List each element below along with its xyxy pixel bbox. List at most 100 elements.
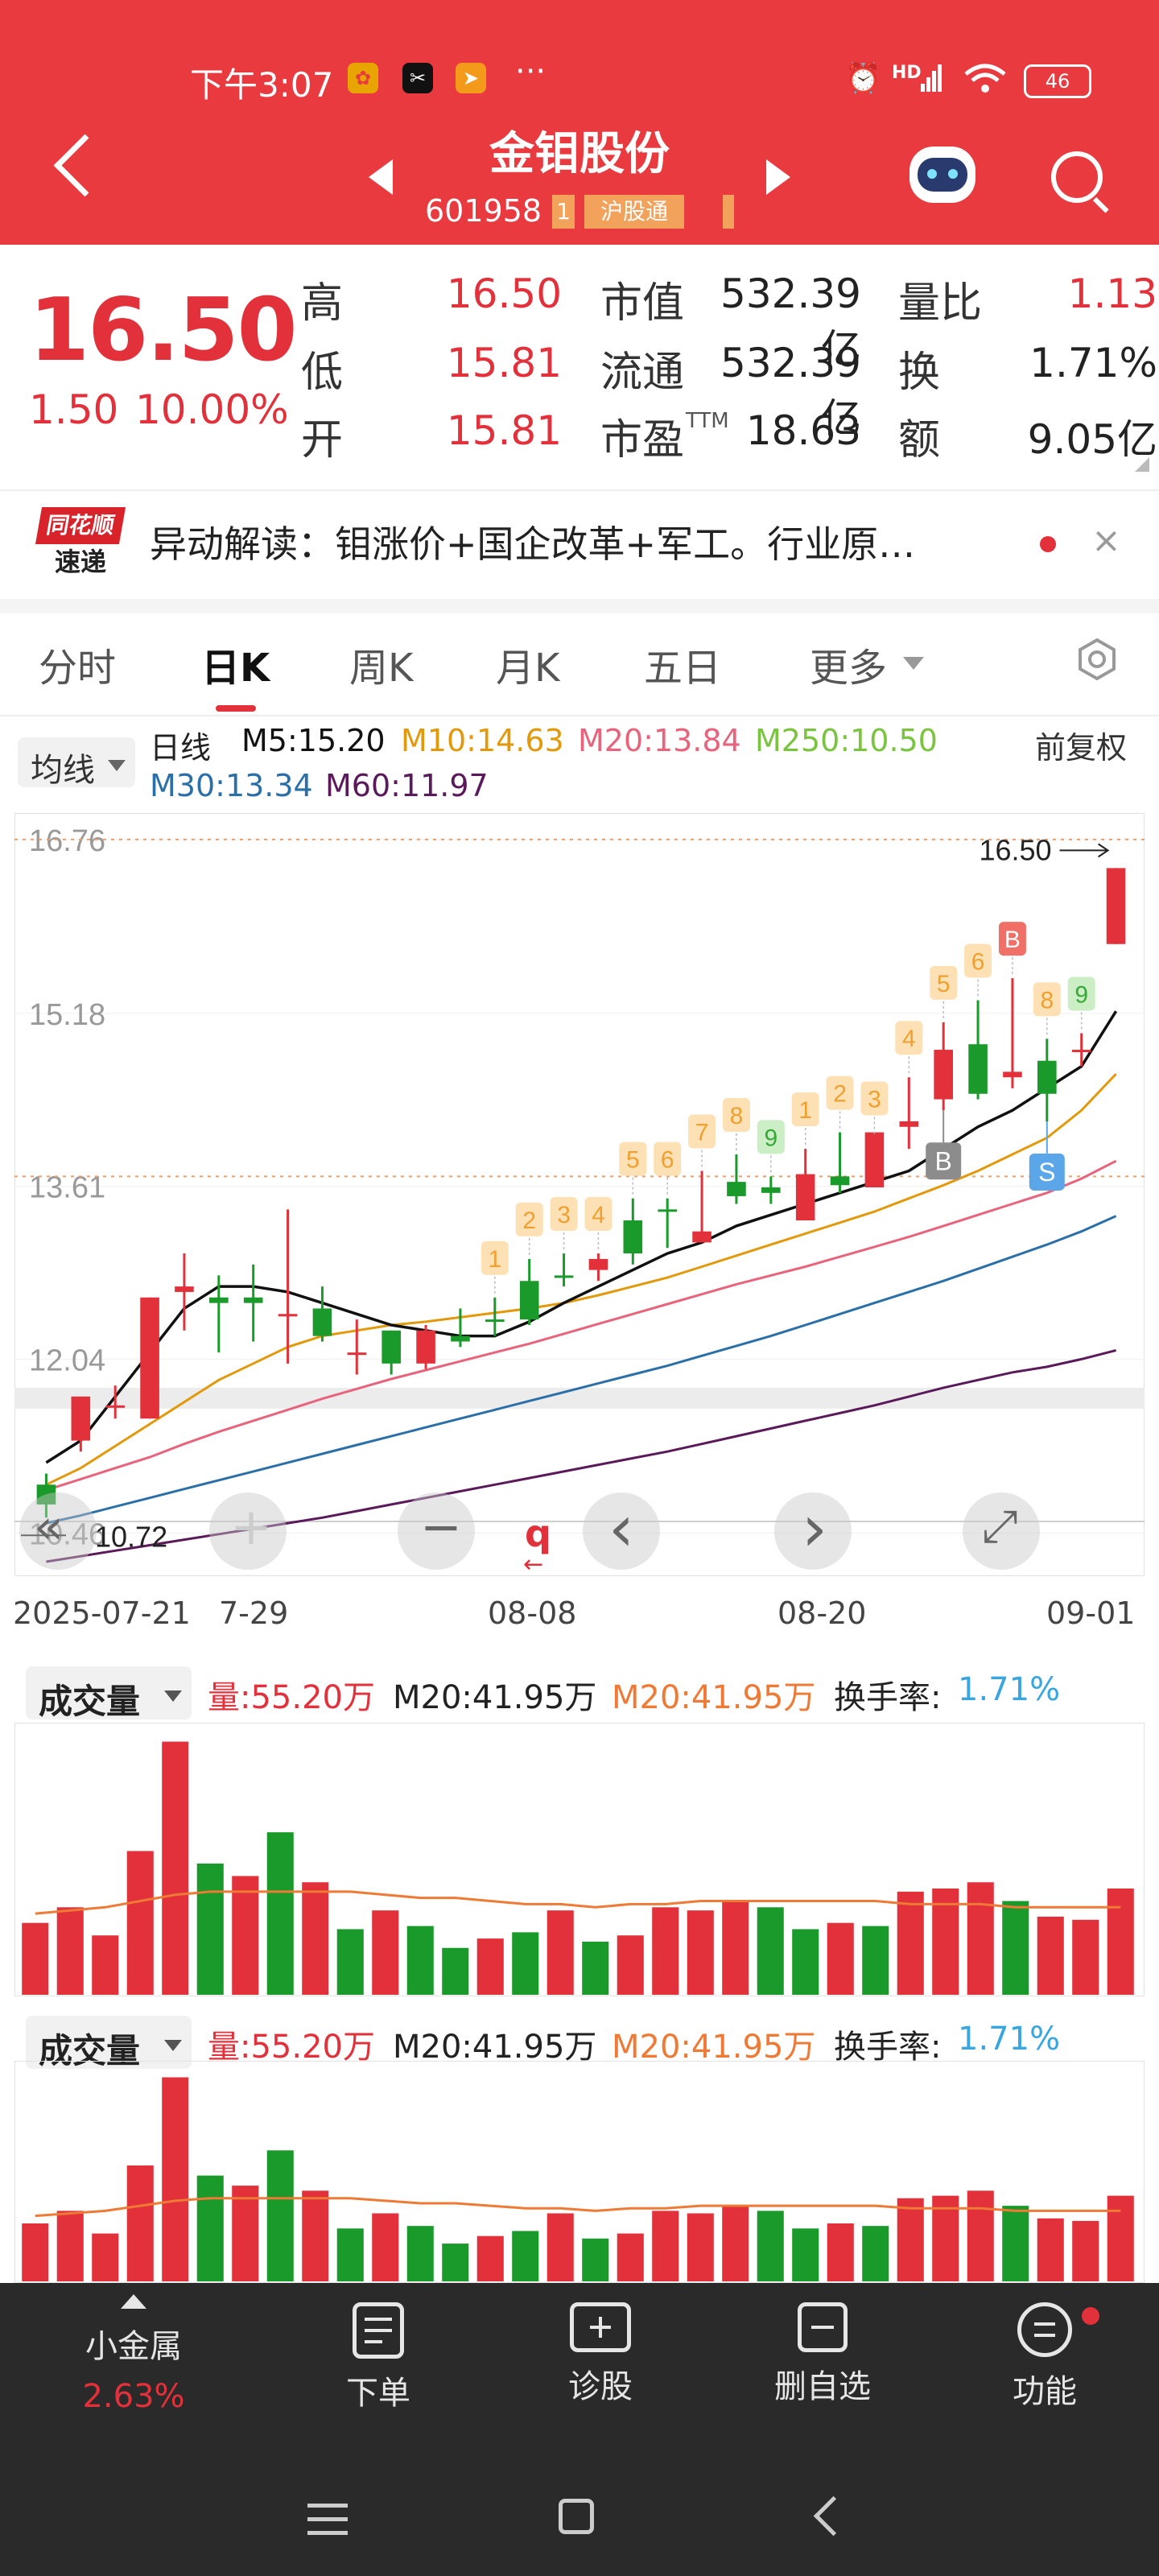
- min-price-label: 10.72: [95, 1520, 167, 1553]
- volume-bar: [92, 1935, 119, 1995]
- high-label: 高: [301, 279, 344, 328]
- settings-icon[interactable]: [1075, 638, 1119, 681]
- back-nav-icon[interactable]: [813, 2496, 854, 2537]
- volume-indicator-select[interactable]: 成交量: [26, 1666, 192, 1721]
- volume-bar: [792, 1929, 819, 1995]
- signal-badge: [791, 1092, 819, 1127]
- signal-badge: [895, 1021, 923, 1055]
- volume-bar: [372, 1910, 399, 1995]
- tab-five-day[interactable]: 五日: [644, 646, 722, 691]
- low-label: 低: [301, 349, 344, 397]
- news-headline[interactable]: 异动解读：钼涨价+国企改革+军工。行业原…: [150, 522, 916, 566]
- scroll-right-button[interactable]: ›: [774, 1491, 852, 1570]
- volume-chart[interactable]: [14, 1723, 1145, 1996]
- minus-icon: −: [420, 1497, 462, 1556]
- indicator-select[interactable]: 均线: [18, 737, 135, 789]
- volume-bar: [22, 2223, 49, 2281]
- sector-button[interactable]: 小金属 2.63%: [53, 2294, 214, 2415]
- candle-body: [1071, 1050, 1091, 1053]
- signal-badge-label: 6: [971, 949, 985, 976]
- volume-bar: [512, 2231, 539, 2281]
- volume-bar: [92, 2233, 119, 2281]
- jump-first-button[interactable]: «: [19, 1492, 97, 1570]
- next-stock-button[interactable]: [766, 159, 790, 195]
- close-news-button[interactable]: ×: [1091, 520, 1121, 561]
- candle-body: [658, 1209, 677, 1212]
- expand-quote-icon[interactable]: [1135, 457, 1149, 472]
- trade-marker: [926, 1142, 962, 1180]
- candle-body: [934, 1050, 953, 1100]
- tab-monthly-k[interactable]: 月K: [496, 646, 560, 691]
- previous-stock-button[interactable]: [369, 159, 393, 195]
- remove-watchlist-button[interactable]: 删自选: [742, 2302, 903, 2407]
- volume-bar: [442, 2244, 469, 2281]
- fullscreen-button[interactable]: ⤢: [963, 1492, 1040, 1570]
- signal-badge-label: 7: [695, 1119, 709, 1146]
- double-chevron-left-icon: «: [34, 1499, 64, 1555]
- candle-body: [451, 1335, 470, 1342]
- signal-badge-label: 8: [730, 1103, 744, 1129]
- signal-badge-label: 3: [868, 1086, 881, 1113]
- message-notification-icon: ➤: [456, 63, 486, 93]
- home-nav-icon[interactable]: [559, 2499, 594, 2534]
- zoom-out-button[interactable]: −: [398, 1492, 475, 1570]
- functions-button[interactable]: 功能: [964, 2302, 1125, 2412]
- volume-bar: [617, 1935, 644, 1995]
- tag-count[interactable]: 1: [552, 195, 575, 229]
- max-arrow-head: [1098, 843, 1110, 858]
- remove-icon: [798, 2302, 848, 2352]
- adjust-mode[interactable]: 前复权: [1035, 730, 1128, 766]
- turnover-value: 1.71%: [1029, 340, 1157, 386]
- sector-label: 小金属: [85, 2328, 182, 2365]
- chevron-left-icon: ‹: [608, 1491, 634, 1566]
- volume-chart[interactable]: [14, 2061, 1145, 2283]
- volume-ma-line: [35, 1890, 1121, 1915]
- divider: [0, 489, 1159, 491]
- tag-more[interactable]: [723, 195, 734, 229]
- signal-badge-label: 3: [557, 1202, 571, 1228]
- volume-bar: [827, 1922, 854, 1995]
- arrow-left-icon: ←: [523, 1550, 544, 1579]
- signal-badge: [860, 1081, 889, 1116]
- wifi-icon: [963, 63, 1008, 95]
- tab-more[interactable]: 更多: [810, 646, 888, 691]
- volume-bar: [406, 2226, 434, 2281]
- ai-assistant-icon[interactable]: [909, 147, 975, 203]
- volume-bar: [126, 1851, 154, 1995]
- candle-body: [71, 1396, 91, 1441]
- q-marker: q: [525, 1512, 551, 1555]
- volume-bar: [302, 2190, 329, 2281]
- market-cap-label: 市值: [600, 279, 685, 328]
- turnover-rate-label: 换手率:: [834, 2029, 942, 2066]
- news-logo-bottom: 速递: [54, 547, 106, 577]
- pe-ttm-label: TTM: [686, 409, 729, 433]
- chevron-down-icon: [108, 760, 126, 771]
- signal-badge-label: 1: [488, 1246, 501, 1273]
- section-gap: [0, 599, 1159, 613]
- chevron-down-icon: [903, 657, 924, 670]
- menu-nav-icon[interactable]: [307, 2504, 348, 2535]
- tab-weekly-k[interactable]: 周K: [349, 646, 414, 691]
- candle-body: [105, 1405, 125, 1408]
- volume-indicator-select[interactable]: 成交量: [26, 2016, 192, 2070]
- tag-connect[interactable]: 沪股通: [584, 195, 684, 229]
- volume-bar: [1037, 1916, 1064, 1995]
- capcut-notification-icon: ✂: [402, 63, 433, 93]
- tab-fenshi[interactable]: 分时: [39, 646, 117, 691]
- order-button[interactable]: 下单: [298, 2302, 459, 2413]
- functions-label: 功能: [1013, 2373, 1077, 2410]
- diagnose-button[interactable]: 诊股: [520, 2302, 681, 2407]
- search-icon[interactable]: [1051, 151, 1103, 203]
- scroll-left-button[interactable]: ‹: [583, 1491, 660, 1570]
- news-logo-top: 同花顺: [35, 507, 126, 544]
- tab-daily-k[interactable]: 日K: [201, 646, 270, 691]
- candle-body: [727, 1182, 746, 1196]
- zoom-in-button[interactable]: +: [209, 1492, 287, 1570]
- volume-ratio-label: 量比: [898, 279, 983, 328]
- volume-bar: [162, 1741, 189, 1995]
- battery-icon: 46: [1024, 64, 1091, 98]
- candle-body: [1106, 868, 1126, 944]
- order-icon: [353, 2302, 404, 2359]
- order-label: 下单: [346, 2375, 410, 2412]
